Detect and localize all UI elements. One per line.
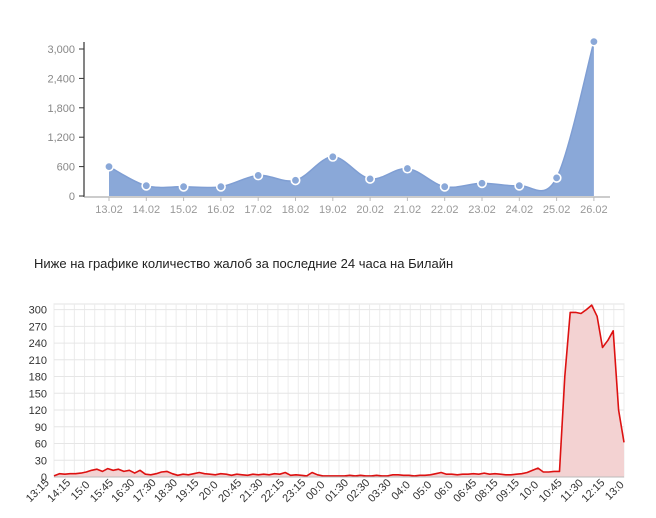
series-area xyxy=(54,305,624,477)
x-tick-label: 13.02 xyxy=(95,204,123,216)
x-tick-label: 16.02 xyxy=(207,204,235,216)
x-tick-label: 02:30 xyxy=(344,477,372,505)
y-tick-label: 270 xyxy=(29,321,47,333)
x-tick-label: 06:0 xyxy=(432,479,456,503)
y-tick-label: 150 xyxy=(29,388,47,400)
data-point-22.02 xyxy=(439,181,450,192)
data-point-21.02 xyxy=(402,163,413,174)
data-point-18.02 xyxy=(290,175,301,186)
chart-caption: Ниже на графике количество жалоб за посл… xyxy=(34,256,454,271)
y-tick-label: 180 xyxy=(29,372,47,384)
x-tick-label: 11:30 xyxy=(558,477,585,504)
x-tick-label: 06:45 xyxy=(451,477,479,505)
x-tick-label: 12:15 xyxy=(580,477,608,505)
x-tick-label: 13:15 xyxy=(24,477,52,505)
y-tick-label: 90 xyxy=(35,422,47,434)
y-tick-label: 1,800 xyxy=(47,103,75,115)
x-tick-label: 18:30 xyxy=(152,477,180,505)
data-point-14.02 xyxy=(141,180,152,191)
x-tick-label: 16:30 xyxy=(109,477,137,505)
x-tick-label: 13:0 xyxy=(603,479,627,503)
series-line xyxy=(53,304,625,477)
x-tick-label: 15:45 xyxy=(88,477,116,505)
x-tick-label: 20:0 xyxy=(197,479,221,503)
y-tick-label: 120 xyxy=(29,405,47,417)
data-point-24.02 xyxy=(514,180,525,191)
x-tick-label: 19:15 xyxy=(173,477,201,505)
y-tick-label: 0 xyxy=(69,191,75,203)
x-tick-label: 08:15 xyxy=(473,477,501,505)
y-tick-label: 300 xyxy=(29,305,47,317)
x-tick-label: 14.02 xyxy=(133,204,161,216)
y-tick-label: 2,400 xyxy=(47,73,75,85)
x-tick-label: 24.02 xyxy=(506,204,534,216)
x-tick-label: 00:0 xyxy=(304,479,328,503)
y-tick-label: 60 xyxy=(35,439,47,451)
x-tick-label: 10:0 xyxy=(518,479,542,503)
data-point-25.02 xyxy=(551,172,562,183)
x-tick-label: 18.02 xyxy=(282,204,310,216)
x-tick-label: 23.02 xyxy=(468,204,496,216)
x-tick-label: 03:30 xyxy=(366,477,394,505)
x-tick-label: 17:30 xyxy=(131,477,159,505)
daily-complaints-chart: 0 600 1,200 1,800 2,400 3,000 13.02 14.02 15.02 1… xyxy=(47,36,610,216)
data-point-16.02 xyxy=(215,181,226,192)
data-point-17.02 xyxy=(253,170,264,181)
y-tick-label: 600 xyxy=(57,162,75,174)
x-tick-label: 19.02 xyxy=(319,204,347,216)
y-tick-label: 1,200 xyxy=(47,132,75,144)
x-tick-label: 21:30 xyxy=(238,477,266,505)
x-tick-label: 05:0 xyxy=(411,479,435,503)
data-point-13.02 xyxy=(104,161,115,172)
x-tick-label: 14:15 xyxy=(45,477,73,505)
x-tick-label: 21.02 xyxy=(394,204,422,216)
x-tick-label: 01:30 xyxy=(323,477,351,505)
y-tick-label: 240 xyxy=(29,338,47,350)
y-tick-label: 0 xyxy=(41,472,47,484)
x-tick-label: 22.02 xyxy=(431,204,459,216)
x-tick-label: 17.02 xyxy=(244,204,272,216)
x-tick-label: 22:15 xyxy=(259,477,287,505)
data-point-23.02 xyxy=(476,178,487,189)
x-tick-label: 09:15 xyxy=(494,477,522,505)
x-tick-label: 04:0 xyxy=(389,479,413,503)
x-tick-label: 15.02 xyxy=(170,204,198,216)
x-tick-label: 26.02 xyxy=(580,204,608,216)
y-tick-label: 3,000 xyxy=(47,44,75,56)
data-point-26.02 xyxy=(588,36,599,47)
data-point-19.02 xyxy=(327,151,338,162)
y-tick-label: 30 xyxy=(35,455,47,467)
x-tick-label: 25.02 xyxy=(543,204,571,216)
x-tick-label: 23:15 xyxy=(280,477,308,505)
y-tick-label: 210 xyxy=(29,355,47,367)
data-point-20.02 xyxy=(365,173,376,184)
x-tick-label: 15:0 xyxy=(69,479,93,503)
series-area xyxy=(109,41,594,197)
data-point-15.02 xyxy=(178,181,189,192)
x-tick-label: 10:45 xyxy=(537,477,565,505)
x-tick-label: 20.02 xyxy=(356,204,384,216)
hourly-complaints-chart: 030609012015018021024027030013:1514:1515… xyxy=(24,303,627,505)
x-tick-label: 20:45 xyxy=(216,477,244,505)
